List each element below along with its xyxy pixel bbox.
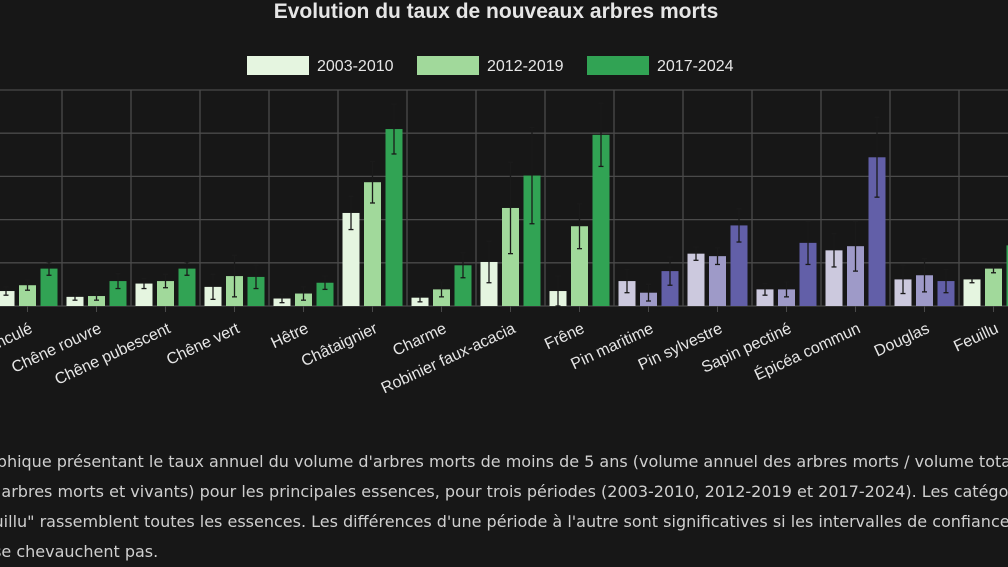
caption-line: Graphique présentant le taux annuel du v…: [0, 452, 1008, 471]
x-tick-label: Frêne: [542, 320, 587, 353]
legend-label: 2012-2019: [487, 58, 564, 75]
x-tick-label: Chêne vert: [164, 320, 243, 369]
bar: [730, 225, 748, 306]
bar: [592, 134, 610, 306]
bar: [502, 207, 519, 306]
chart-caption: Graphique présentant le taux annuel du v…: [0, 447, 1008, 567]
legend-label: 2017-2024: [657, 58, 734, 75]
bar: [847, 246, 864, 306]
bar: [799, 242, 817, 306]
bar: [247, 276, 265, 306]
bar: [433, 289, 450, 306]
caption-line: "Feuillu" rassemblent toutes les essence…: [0, 512, 1008, 531]
bar: [756, 289, 774, 306]
bar: [868, 157, 886, 306]
bar: [342, 212, 360, 306]
bar: [316, 282, 334, 306]
caption-line: ne se chevauchent pas.: [0, 542, 159, 561]
x-tick-label: Chêne pubescent: [52, 320, 173, 389]
bar: [66, 296, 84, 306]
bar: [40, 268, 58, 306]
bar: [709, 256, 726, 306]
bar: [778, 289, 795, 306]
bar: [661, 271, 679, 306]
bar: [618, 281, 636, 306]
bar: [454, 265, 472, 306]
bar: [364, 182, 381, 306]
bar: [157, 281, 174, 306]
bar: [523, 175, 541, 306]
bar: [385, 129, 403, 306]
bar: [687, 253, 705, 306]
x-tick-label: Hêtre: [269, 320, 312, 352]
bar: [963, 279, 981, 306]
caption-line: des arbres morts et vivants) pour les pr…: [0, 482, 1008, 501]
bar-chart: Evolution du taux de nouveaux arbres mor…: [0, 0, 1008, 397]
bar: [985, 268, 1002, 306]
x-tick-label: Robinier faux-acacia: [379, 320, 518, 397]
bar: [0, 291, 15, 306]
bar: [135, 283, 153, 306]
bar: [109, 281, 127, 306]
bar: [88, 296, 105, 306]
legend-swatch: [417, 56, 479, 75]
bar: [937, 281, 955, 306]
bar: [178, 268, 196, 306]
bar: [480, 261, 498, 306]
x-tick-label: Douglas: [872, 320, 932, 360]
legend-label: 2003-2010: [317, 58, 394, 75]
bar: [19, 285, 36, 306]
x-tick-label: Feuillu: [951, 320, 1001, 355]
bar: [571, 226, 588, 306]
bar: [825, 250, 843, 306]
legend-swatch: [247, 56, 309, 75]
bar: [1006, 245, 1008, 306]
x-tick-label: Châtaignier: [299, 320, 381, 370]
legend-swatch: [587, 56, 649, 75]
chart-title: Evolution du taux de nouveaux arbres mor…: [274, 0, 719, 23]
